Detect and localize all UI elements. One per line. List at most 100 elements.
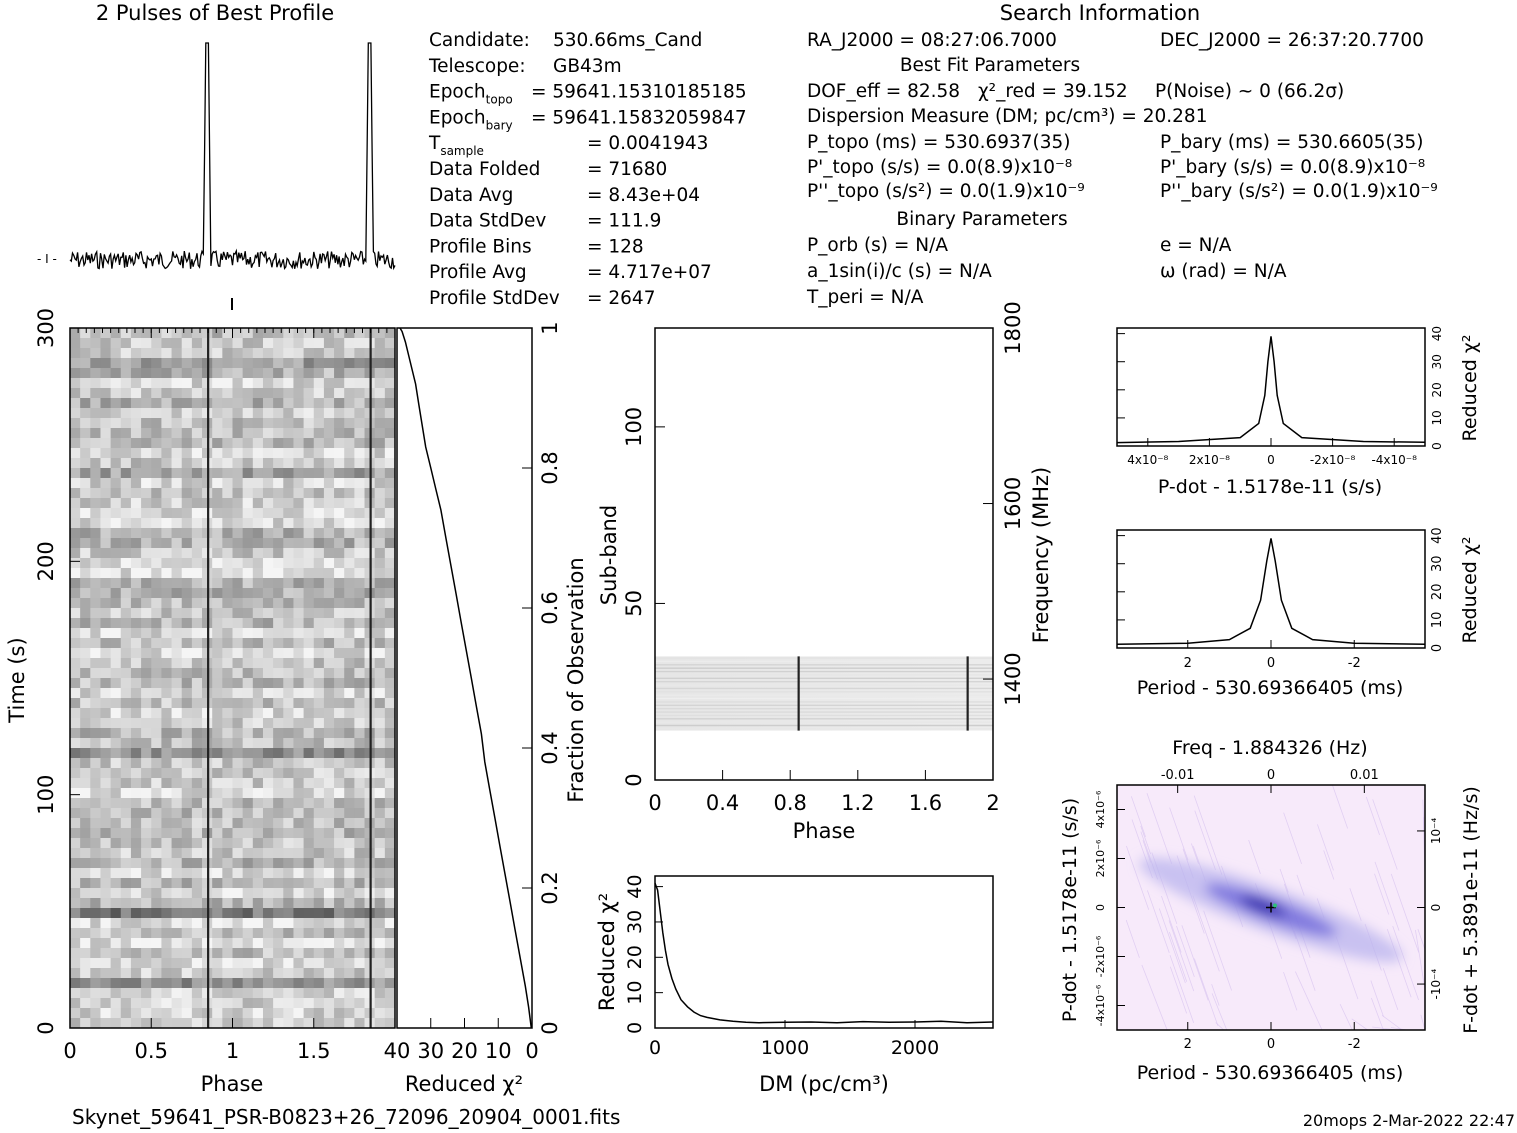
heatmap-cell (262, 848, 274, 859)
search-info-panel: Search Information Candidate: 530.66ms_Ca… (428, 1, 1438, 309)
heatmap-cell (242, 718, 254, 729)
heatmap-cell (100, 788, 112, 799)
heatmap-cell (313, 388, 325, 399)
heatmap-cell (273, 728, 284, 739)
heatmap-cell (303, 618, 315, 629)
heatmap-cell (191, 978, 203, 989)
heatmap-cell (141, 738, 152, 749)
heatmap-cell (242, 1018, 254, 1029)
heatmap-cell (212, 838, 223, 849)
heatmap-cell (262, 608, 274, 619)
heatmap-cell (344, 428, 355, 439)
heatmap-cell (130, 398, 142, 409)
heatmap-cell (161, 418, 172, 429)
heatmap-cell (313, 748, 325, 759)
heatmap-cell (303, 898, 315, 909)
heatmap-cell (80, 688, 91, 699)
heatmap-cell (262, 758, 274, 769)
heatmap-cell (252, 998, 264, 1009)
info-label: Profile Bins (429, 236, 532, 257)
heatmap-cell (181, 428, 193, 439)
heatmap-cell (303, 708, 315, 719)
heatmap-cell (110, 978, 122, 989)
heatmap-cell (191, 388, 203, 399)
heatmap-cell (130, 968, 142, 979)
heatmap-cell (90, 648, 101, 659)
heatmap-cell (151, 818, 162, 829)
heatmap-cell (120, 408, 132, 419)
heatmap-cell (90, 778, 101, 789)
heatmap-cell (141, 898, 152, 909)
heatmap-cell (151, 918, 162, 929)
heatmap-cell (283, 648, 294, 659)
heatmap-cell (181, 458, 193, 469)
heatmap-cell (323, 958, 335, 969)
heatmap-cell (70, 478, 81, 489)
heatmap-cell (283, 718, 294, 729)
heatmap-cell (161, 598, 172, 609)
heatmap-cell (120, 908, 132, 919)
heatmap-cell (334, 708, 345, 719)
heatmap-cell (80, 978, 91, 989)
heatmap-cell (303, 358, 315, 369)
heatmap-cell (262, 418, 274, 429)
subband-xlabel: Phase (793, 819, 856, 843)
heatmap-cell (293, 568, 304, 579)
heatmap-cell (161, 358, 172, 369)
heatmap-cell (313, 678, 325, 689)
heatmap-cell (130, 348, 142, 359)
heatmap-cell (283, 418, 294, 429)
chi2-time-ylabel: Fraction of Observation (564, 557, 588, 802)
heatmap-cell (70, 998, 81, 1009)
heatmap-cell (303, 508, 315, 519)
heatmap-cell (374, 578, 386, 589)
heatmap-cell (80, 338, 91, 349)
info-label: Data Avg (429, 185, 513, 206)
heatmap-cell (242, 478, 254, 489)
heatmap-cell (222, 828, 233, 839)
info-subscript: topo (486, 93, 513, 107)
heatmap-cell (212, 878, 223, 889)
heatmap-cell (222, 688, 233, 699)
heatmap-cell (110, 388, 122, 399)
heatmap-cell (374, 928, 386, 939)
y-tick-label: 20 (1430, 584, 1445, 601)
heatmap-cell (283, 678, 294, 689)
heatmap-cell (232, 718, 244, 729)
x-tick-label: 2x10⁻⁸ (1189, 453, 1230, 467)
heatmap-cell (252, 358, 264, 369)
heatmap-cell (171, 518, 183, 529)
heatmap-cell (273, 638, 284, 649)
heatmap-cell (374, 828, 386, 839)
heatmap-cell (313, 378, 325, 389)
plane-xlabel: Period - 530.69366405 (ms) (1137, 1062, 1403, 1084)
heatmap-cell (110, 808, 122, 819)
heatmap-cell (273, 828, 284, 839)
heatmap-cell (242, 578, 254, 589)
heatmap-cell (151, 648, 162, 659)
heatmap-cell (161, 528, 172, 539)
heatmap-cell (374, 588, 386, 599)
heatmap-cell (191, 698, 203, 709)
heatmap-cell (262, 378, 274, 389)
heatmap-cell (374, 898, 386, 909)
plane-streak (1193, 795, 1223, 875)
pddot-bary-value: P''_bary (s/s²) = 0.0(1.9)x10⁻⁹ (1160, 181, 1438, 202)
heatmap-cell (303, 438, 315, 449)
heatmap-cell (130, 748, 142, 759)
heatmap-cell (141, 408, 152, 419)
heatmap-cell (191, 788, 203, 799)
heatmap-cell (313, 688, 325, 699)
heatmap-cell (323, 668, 335, 679)
heatmap-cell (80, 848, 91, 859)
heatmap-cell (242, 678, 254, 689)
heatmap-cell (100, 758, 112, 769)
heatmap-cell (222, 578, 233, 589)
heatmap-cell (191, 328, 203, 339)
heatmap-cell (354, 678, 365, 689)
heatmap-cell (354, 468, 365, 479)
heatmap-cell (273, 838, 284, 849)
heatmap-cell (161, 808, 172, 819)
